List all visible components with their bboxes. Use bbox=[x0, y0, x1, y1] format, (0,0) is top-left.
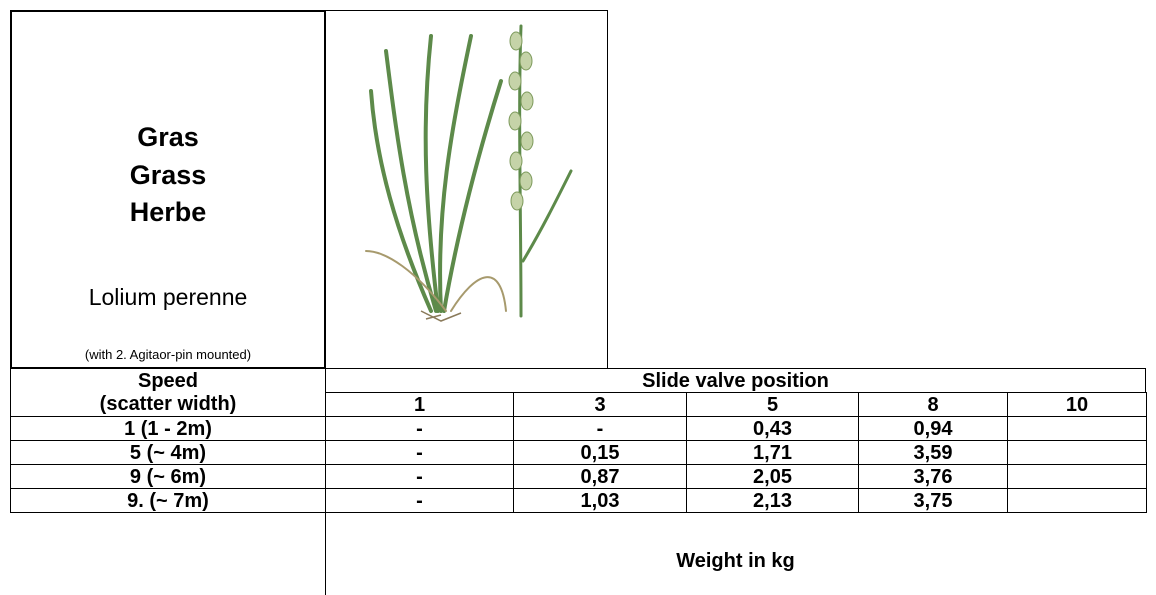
image-cell bbox=[325, 10, 608, 369]
column-header: 3 bbox=[513, 392, 687, 417]
unit-label: Weight in kg bbox=[325, 550, 1146, 573]
latin-name: Lolium perenne bbox=[10, 284, 326, 311]
value-cell: 0,15 bbox=[513, 440, 687, 465]
name: Grass bbox=[10, 160, 326, 191]
value-cell: 0,43 bbox=[686, 416, 859, 441]
value-cell: 2,05 bbox=[686, 464, 859, 489]
value-cell: 2,13 bbox=[686, 488, 859, 513]
value-cell: 0,94 bbox=[858, 416, 1008, 441]
grass-illustration bbox=[326, 11, 606, 366]
note: (with 2. Agitaor-pin mounted) bbox=[10, 347, 326, 362]
value-cell: 3,75 bbox=[858, 488, 1008, 513]
column-header: 8 bbox=[858, 392, 1008, 417]
value-cell: 3,59 bbox=[858, 440, 1008, 465]
row-label: 9. (~ 7m) bbox=[10, 488, 326, 513]
value-cell bbox=[1007, 440, 1147, 465]
row-label: 5 (~ 4m) bbox=[10, 440, 326, 465]
name: Herbe bbox=[10, 197, 326, 228]
column-header: 10 bbox=[1007, 392, 1147, 417]
value-cell: - bbox=[325, 488, 514, 513]
value-cell: 3,76 bbox=[858, 464, 1008, 489]
value-cell: - bbox=[325, 416, 514, 441]
value-cell bbox=[1007, 416, 1147, 441]
value-cell bbox=[1007, 488, 1147, 513]
value-cell bbox=[1007, 464, 1147, 489]
value-cell: - bbox=[325, 464, 514, 489]
value-cell: - bbox=[513, 416, 687, 441]
column-header: 1 bbox=[325, 392, 514, 417]
row-label: 1 (1 - 2m) bbox=[10, 416, 326, 441]
value-cell: 1,71 bbox=[686, 440, 859, 465]
row-label: 9 (~ 6m) bbox=[10, 464, 326, 489]
name: Gras bbox=[10, 122, 326, 153]
value-cell: 0,87 bbox=[513, 464, 687, 489]
column-header: 5 bbox=[686, 392, 859, 417]
value-cell: - bbox=[325, 440, 514, 465]
scatter-width-header: (scatter width) bbox=[10, 392, 326, 417]
page: Gras Grass Herbe Lolium perenne (with 2.… bbox=[0, 0, 1156, 595]
value-cell: 1,03 bbox=[513, 488, 687, 513]
group-header: Slide valve position bbox=[325, 368, 1146, 393]
speed-header: Speed bbox=[10, 368, 326, 393]
